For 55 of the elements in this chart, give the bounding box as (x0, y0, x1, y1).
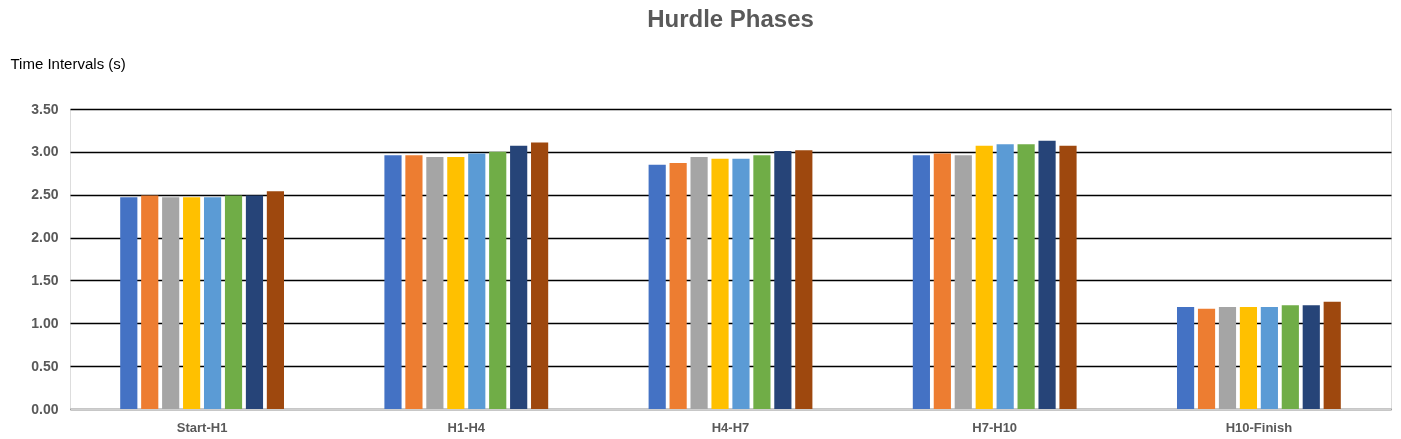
bar (1239, 307, 1258, 409)
y-tick-label: 3.00 (31, 143, 59, 160)
bar (954, 155, 972, 409)
bar (1302, 305, 1320, 409)
bar (690, 157, 708, 409)
bar (774, 151, 792, 409)
bar (1197, 308, 1216, 409)
bar (489, 151, 507, 409)
bar (162, 197, 180, 409)
bar (468, 153, 486, 409)
bar (384, 155, 402, 409)
y-tick-label: 2.00 (31, 229, 59, 246)
bar (1323, 301, 1341, 409)
chart-title: Hurdle Phases (647, 5, 814, 32)
bar (648, 164, 666, 409)
bar (753, 155, 771, 409)
bar (405, 155, 423, 409)
x-tick-label: H4-H7 (711, 419, 750, 435)
bar (732, 158, 750, 409)
bar (1281, 305, 1299, 409)
bar (933, 153, 951, 409)
y-axis-title: Time Intervals (s) (10, 54, 126, 72)
y-tick-label: 3.50 (31, 100, 59, 117)
bar (1177, 307, 1195, 409)
bar (120, 197, 138, 409)
x-tick-label: H1-H4 (447, 419, 486, 435)
bar (996, 144, 1014, 409)
bar (912, 155, 930, 409)
y-tick-label: 2.50 (31, 186, 59, 203)
bar (426, 157, 444, 409)
bar (203, 197, 222, 409)
bar (669, 163, 687, 409)
bar (1260, 307, 1278, 409)
bar (1059, 145, 1077, 409)
bar (1017, 144, 1035, 409)
bar (1218, 307, 1237, 409)
y-tick-label: 0.00 (31, 400, 59, 417)
bar (141, 195, 159, 409)
x-tick-label: Start-H1 (176, 419, 228, 435)
bar (266, 191, 284, 409)
y-tick-label: 1.00 (31, 314, 59, 331)
y-tick-label: 0.50 (31, 357, 59, 374)
bar (975, 145, 993, 409)
bar (224, 195, 243, 409)
y-tick-label: 1.50 (31, 271, 59, 288)
bar (447, 157, 465, 409)
x-tick-label: H7-H10 (972, 419, 1018, 435)
bar (1038, 140, 1056, 409)
bar (245, 195, 264, 409)
bar (510, 145, 528, 409)
bar (531, 142, 549, 409)
bar (183, 197, 201, 409)
x-tick-label: H10-Finish (1225, 419, 1293, 435)
bar (795, 150, 813, 409)
bar (711, 158, 729, 409)
